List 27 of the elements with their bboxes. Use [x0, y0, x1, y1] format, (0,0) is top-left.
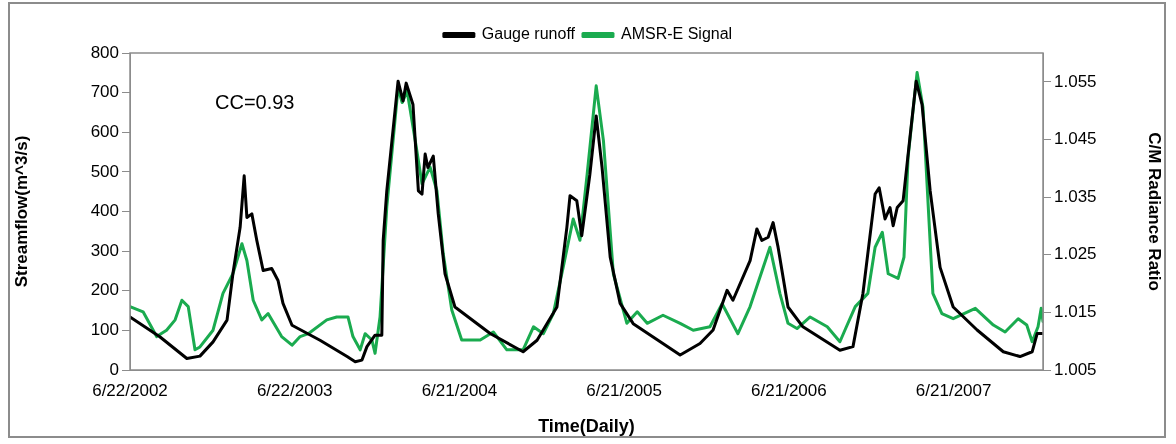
y-tick-label: 600 — [90, 121, 119, 141]
x-tick-label: 6/21/2004 — [421, 380, 498, 400]
y-tick-label: 800 — [90, 42, 119, 62]
y-tick-label: 300 — [90, 240, 119, 260]
y2-tick-label: 1.045 — [1054, 129, 1097, 149]
x-tick-label: 6/21/2006 — [751, 380, 827, 400]
y2-tick-label: 1.035 — [1054, 186, 1097, 206]
y2-tick-label: 1.015 — [1054, 302, 1097, 322]
y-tick-label: 400 — [90, 201, 119, 221]
y2-axis-title: C/M Radiance Ratio — [1145, 132, 1165, 291]
y2-tick-label: 1.005 — [1054, 359, 1097, 379]
y-tick-label: 500 — [90, 161, 119, 181]
annotation: CC=0.93 — [215, 90, 295, 113]
y2-tick-label: 1.025 — [1054, 244, 1097, 264]
y-tick-label: 100 — [90, 320, 119, 340]
legend-label: Gauge runoff — [481, 25, 576, 43]
x-tick-label: 6/21/2005 — [586, 380, 662, 400]
y-tick-label: 200 — [90, 280, 119, 300]
x-axis-title: Time(Daily) — [538, 416, 635, 437]
y-tick-label: 700 — [90, 82, 119, 102]
y2-tick-label: 1.055 — [1054, 71, 1097, 91]
legend-label: AMSR-E Signal — [620, 25, 733, 43]
y-tick-label: 0 — [109, 359, 119, 379]
x-tick-label: 6/22/2003 — [256, 380, 333, 400]
y-axis-title: Streamflow(m^3/s) — [11, 135, 31, 288]
x-tick-label: 6/22/2002 — [92, 380, 168, 400]
x-tick-label: 6/21/2007 — [915, 380, 992, 400]
